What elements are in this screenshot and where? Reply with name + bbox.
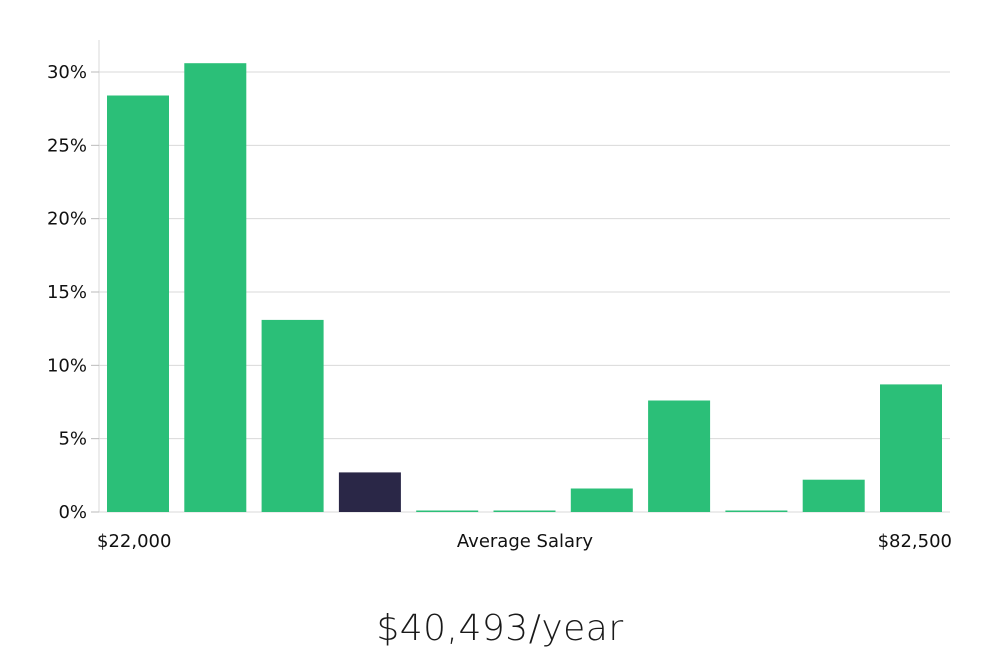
bar-highlighted[interactable] — [338, 472, 401, 512]
average-salary-value: $40,493/year — [376, 608, 624, 649]
bars — [107, 63, 942, 512]
bar[interactable] — [880, 384, 942, 512]
bar[interactable] — [416, 510, 479, 513]
bar[interactable] — [802, 479, 865, 512]
bar[interactable] — [107, 95, 169, 513]
y-tick-label: 30% — [47, 62, 87, 83]
bar[interactable] — [725, 510, 788, 513]
bar[interactable] — [648, 400, 711, 513]
bar[interactable] — [493, 510, 556, 513]
y-tick-label: 0% — [58, 502, 87, 523]
y-tick-label: 20% — [47, 209, 87, 230]
x-min-label: $22,000 — [97, 531, 171, 552]
bar[interactable] — [570, 488, 633, 513]
x-max-label: $82,500 — [878, 531, 952, 552]
salary-histogram: 0% 5% 10% 15% 20% 25% 30% $22,000 Average Sala… — [47, 40, 952, 552]
y-tick-label: 10% — [47, 355, 87, 376]
bar[interactable] — [261, 319, 324, 512]
bar[interactable] — [184, 63, 247, 512]
x-axis-title: Average Salary — [457, 531, 594, 552]
y-tick-label: 25% — [47, 135, 87, 156]
y-axis-ticks: 0% 5% 10% 15% 20% 25% 30% — [47, 62, 99, 523]
y-tick-label: 15% — [47, 282, 87, 303]
y-tick-label: 5% — [58, 429, 87, 450]
